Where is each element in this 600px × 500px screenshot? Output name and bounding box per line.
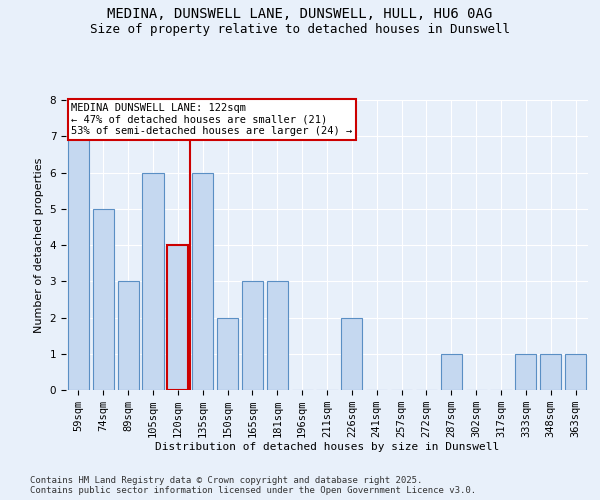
Bar — [68, 136, 89, 390]
Bar — [242, 281, 263, 390]
Text: Size of property relative to detached houses in Dunswell: Size of property relative to detached ho… — [90, 22, 510, 36]
Bar — [341, 318, 362, 390]
Bar — [267, 281, 288, 390]
Text: MEDINA, DUNSWELL LANE, DUNSWELL, HULL, HU6 0AG: MEDINA, DUNSWELL LANE, DUNSWELL, HULL, H… — [107, 8, 493, 22]
Text: MEDINA DUNSWELL LANE: 122sqm
← 47% of detached houses are smaller (21)
53% of se: MEDINA DUNSWELL LANE: 122sqm ← 47% of de… — [71, 103, 352, 136]
Bar — [217, 318, 238, 390]
Bar — [192, 172, 213, 390]
Bar — [167, 245, 188, 390]
Bar — [515, 354, 536, 390]
Bar — [441, 354, 462, 390]
Text: Contains HM Land Registry data © Crown copyright and database right 2025.
Contai: Contains HM Land Registry data © Crown c… — [30, 476, 476, 495]
Bar — [540, 354, 561, 390]
Bar — [93, 209, 114, 390]
Bar — [118, 281, 139, 390]
Bar — [565, 354, 586, 390]
Y-axis label: Number of detached properties: Number of detached properties — [34, 158, 44, 332]
Text: Distribution of detached houses by size in Dunswell: Distribution of detached houses by size … — [155, 442, 499, 452]
Bar — [142, 172, 164, 390]
